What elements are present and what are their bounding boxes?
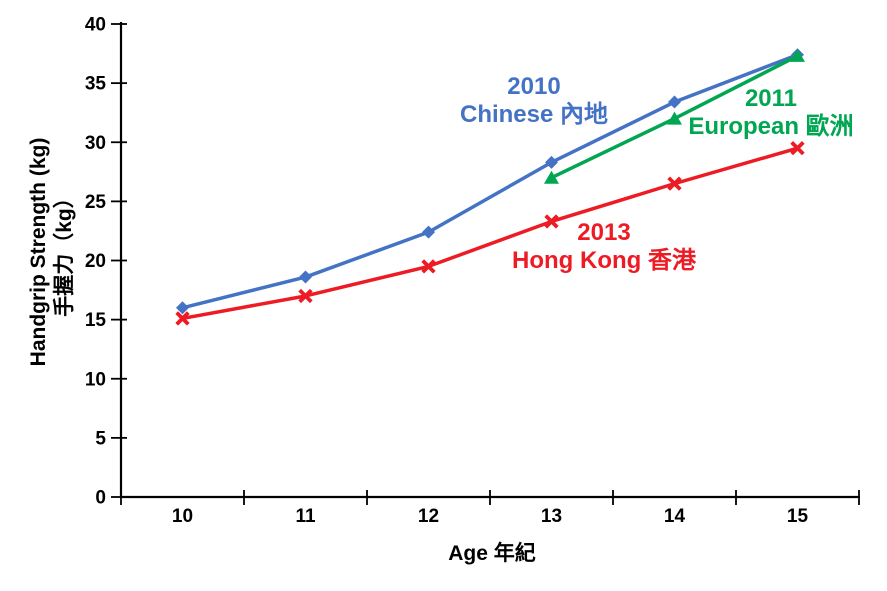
series-label-2013-hongkong: 2013 Hong Kong 香港 xyxy=(504,219,704,275)
y-tick-label: 35 xyxy=(85,74,107,95)
x-tick-label: 15 xyxy=(787,506,809,527)
series-line xyxy=(180,146,800,321)
y-tick-label: 15 xyxy=(85,310,107,331)
series-label-2013-name: Hong Kong 香港 xyxy=(512,247,696,274)
x-tick-label: 11 xyxy=(295,506,316,527)
y-axis-title: Handgrip Strength (kg) 手握力（kg） xyxy=(26,138,78,367)
series-label-2010-chinese: 2010 Chinese 內地 xyxy=(434,73,634,129)
series-label-2011-year: 2011 xyxy=(744,85,798,112)
y-tick-label: 0 xyxy=(95,488,106,509)
series-label-2013-year: 2013 xyxy=(577,219,631,246)
triangle-marker xyxy=(790,48,805,62)
series-label-2010-year: 2010 xyxy=(507,73,561,100)
x-tick-label: 12 xyxy=(418,506,439,527)
diamond-marker xyxy=(668,95,681,109)
x-marker xyxy=(298,288,313,304)
series-line xyxy=(180,52,800,310)
y-tick-label: 40 xyxy=(85,15,106,36)
diamond-marker xyxy=(176,301,189,315)
series-label-2011-name: European 歐洲 xyxy=(688,113,854,140)
y-tick-label: 5 xyxy=(95,428,106,449)
x-axis-title: Age 年紀 xyxy=(448,542,536,565)
series-label-2010-name: Chinese 內地 xyxy=(459,101,609,128)
x-tick-label: 13 xyxy=(541,506,562,527)
x-marker xyxy=(544,214,559,229)
y-axis-title-chinese: 手握力（kg） xyxy=(53,187,76,317)
series-label-2011-european: 2011 European 歐洲 xyxy=(671,85,871,141)
y-axis-title-english: Handgrip Strength (kg) xyxy=(27,137,50,367)
y-tick-label: 10 xyxy=(85,369,106,390)
diamond-marker xyxy=(545,155,558,169)
diamond-marker xyxy=(299,270,312,284)
x-marker xyxy=(667,176,682,191)
x-marker xyxy=(175,311,190,326)
y-tick-label: 20 xyxy=(85,251,106,272)
x-marker xyxy=(790,141,805,156)
x-marker xyxy=(421,259,436,274)
triangle-marker xyxy=(667,111,682,125)
x-tick-label: 14 xyxy=(664,506,686,527)
diamond-marker xyxy=(422,225,435,239)
triangle-marker xyxy=(544,170,559,184)
y-tick-label: 30 xyxy=(85,133,106,154)
y-tick-label: 25 xyxy=(85,192,107,213)
x-tick-label: 10 xyxy=(172,506,193,527)
